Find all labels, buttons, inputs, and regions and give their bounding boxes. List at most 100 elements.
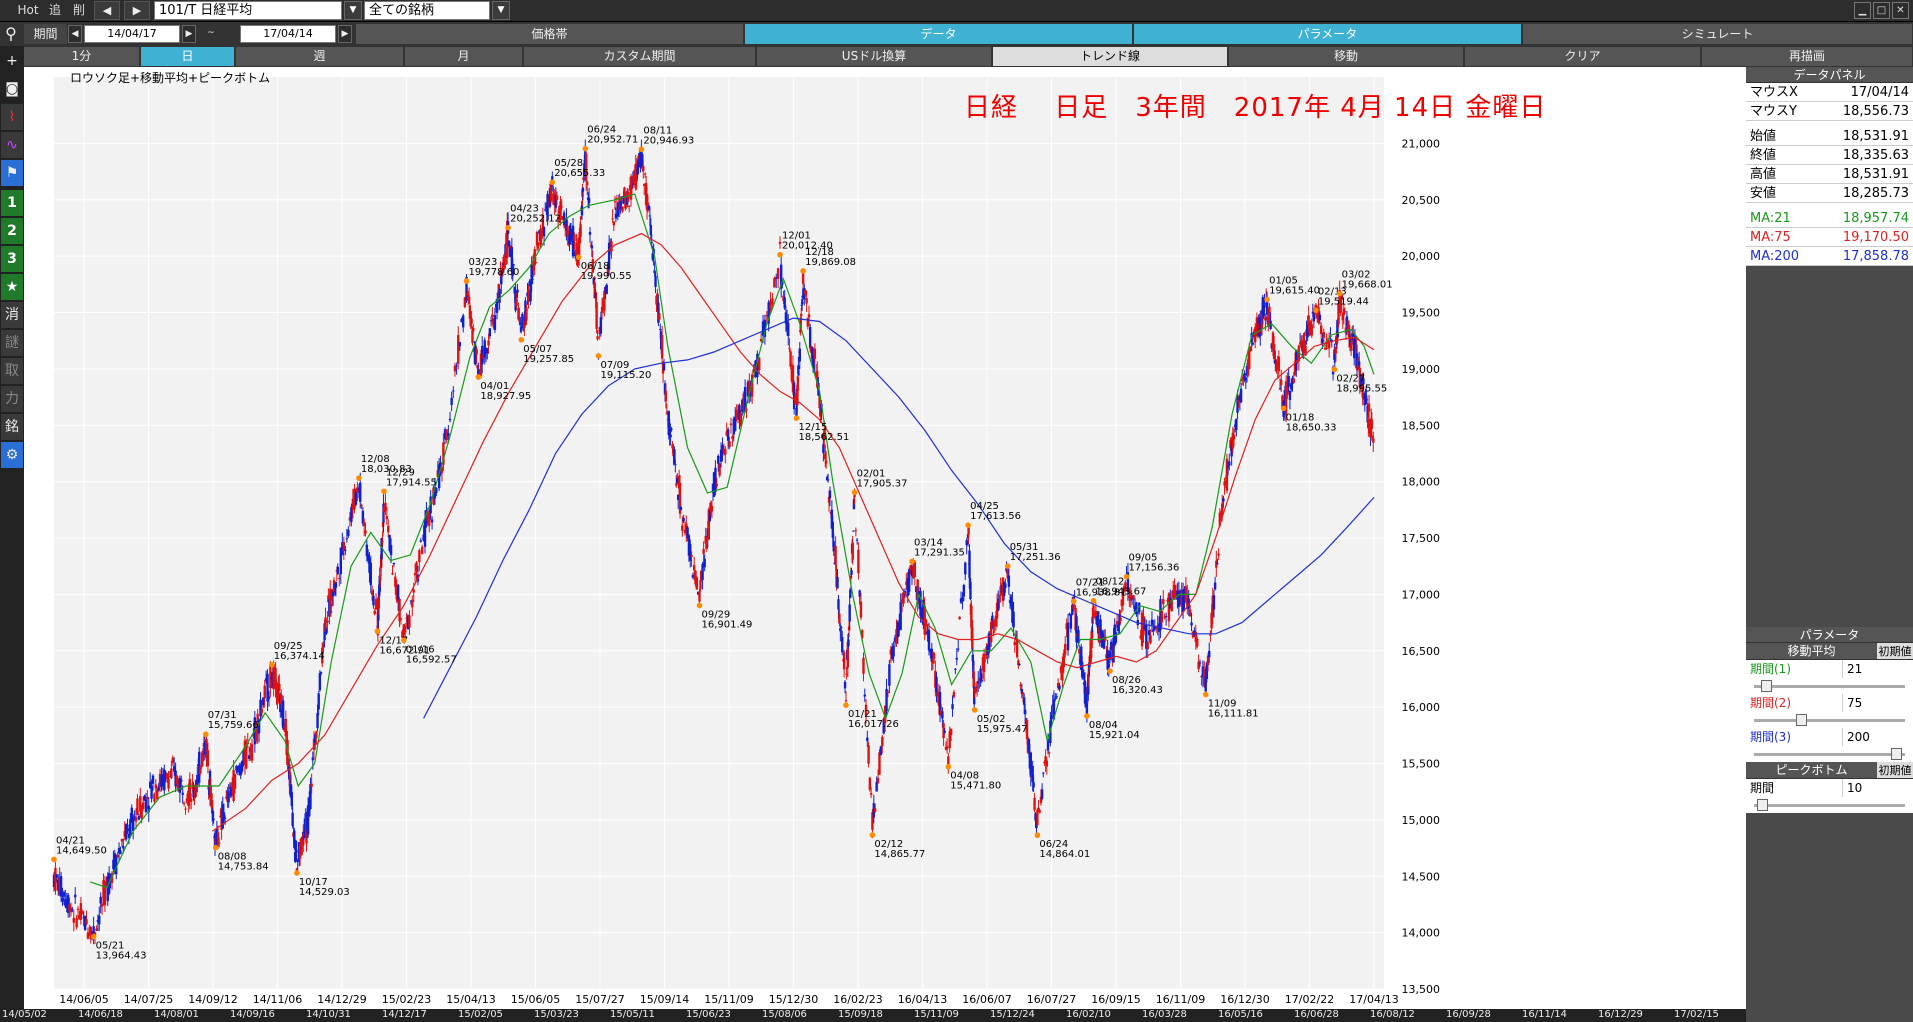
peak-reset-button[interactable]: 初期値 xyxy=(1877,762,1913,778)
tool-button-1[interactable]: 謎 xyxy=(1,330,23,356)
clear-button[interactable]: クリア xyxy=(1465,47,1701,66)
ma-period-slider[interactable] xyxy=(1746,678,1913,694)
delete-button[interactable]: 削 xyxy=(72,3,85,17)
candle-body xyxy=(1293,361,1297,376)
end-next-icon[interactable]: ▶ xyxy=(338,25,352,43)
symbol-field[interactable]: 101/T 日経平均 xyxy=(154,1,342,20)
tab-price-band[interactable]: 価格帯 xyxy=(356,24,744,44)
candle-body xyxy=(1083,680,1087,704)
candle-body xyxy=(1031,765,1034,783)
stock-button[interactable]: 銘 xyxy=(1,414,23,440)
candle-body xyxy=(72,917,75,923)
peak-period-value[interactable]: 10 xyxy=(1842,779,1913,797)
candle-body xyxy=(629,182,633,200)
flag-icon[interactable]: ⚑ xyxy=(1,160,23,186)
line-tool-icon[interactable]: ∿ xyxy=(1,132,23,158)
candle-body xyxy=(193,794,196,796)
gear-icon[interactable]: ⚙ xyxy=(1,442,23,468)
candle-body xyxy=(585,181,589,186)
timeframe-daily[interactable]: 日 xyxy=(141,47,235,66)
price-chart[interactable]: 21,000 20,500 20,000 19,500 19,000 18,500 18,0… xyxy=(24,67,1746,1009)
timeframe-1min[interactable]: 1分 xyxy=(24,47,140,66)
peak-period-slider[interactable] xyxy=(1746,797,1913,813)
trendline-button[interactable]: トレンド線 xyxy=(993,47,1228,66)
tool-button-3[interactable]: 力 xyxy=(1,386,23,412)
x-tick-label: 16/02/23 xyxy=(833,993,882,1006)
search-icon[interactable]: ⚲ xyxy=(5,24,17,43)
start-next-icon[interactable]: ▶ xyxy=(182,25,196,43)
candle-body xyxy=(861,630,864,639)
next-symbol-icon[interactable]: ▶ xyxy=(124,1,150,20)
add-button[interactable]: 追 xyxy=(48,3,61,17)
universe-dropdown-icon[interactable]: ▼ xyxy=(492,1,510,20)
ma-slider-thumb[interactable] xyxy=(1796,714,1807,726)
chart-canvas[interactable]: 21,000 20,500 20,000 19,500 19,000 18,500 18,0… xyxy=(24,67,1746,1009)
ma-line xyxy=(90,193,1375,889)
usd-convert-button[interactable]: USドル換算 xyxy=(757,47,992,66)
prev-symbol-icon[interactable]: ◀ xyxy=(94,1,120,20)
ma-slider-thumb[interactable] xyxy=(1761,680,1772,692)
candle-body xyxy=(1280,379,1283,386)
move-button[interactable]: 移動 xyxy=(1229,47,1464,66)
candle-icon[interactable]: ⌇ xyxy=(1,104,23,130)
peak-date-label: 04/01 xyxy=(480,381,509,392)
timeframe-monthly[interactable]: 月 xyxy=(405,47,523,66)
candle-body xyxy=(858,590,861,597)
star-icon[interactable]: ★ xyxy=(1,274,23,300)
candle-body xyxy=(288,771,292,795)
candle-body xyxy=(839,627,842,632)
candle-body xyxy=(573,234,576,241)
candle-body xyxy=(1362,378,1365,385)
camera-icon[interactable]: ◙ xyxy=(5,81,19,97)
candle-body xyxy=(243,740,247,765)
tool-button-2[interactable]: 取 xyxy=(1,358,23,384)
ma-period-slider[interactable] xyxy=(1746,712,1913,728)
candle-body xyxy=(233,774,237,789)
peak-date-label: 07/21 xyxy=(1076,577,1105,588)
start-date-field[interactable]: 14/04/17 xyxy=(84,25,180,43)
preset-1-button[interactable]: 1 xyxy=(1,190,23,216)
symbol-dropdown-icon[interactable]: ▼ xyxy=(344,1,362,20)
peak-marker xyxy=(1331,366,1338,373)
candle-body xyxy=(776,268,780,279)
start-prev-icon[interactable]: ◀ xyxy=(68,25,82,43)
ma-period-value[interactable]: 200 xyxy=(1842,728,1913,746)
redraw-button[interactable]: 再描画 xyxy=(1702,47,1913,66)
date-axis[interactable]: 14/05/02 14/06/18 14/08/01 14/09/16 14/10/31… xyxy=(0,1009,1913,1022)
universe-field[interactable]: 全ての銘柄 xyxy=(364,1,490,20)
erase-button[interactable]: 消 xyxy=(1,302,23,328)
end-date-field[interactable]: 17/04/14 xyxy=(240,25,336,43)
candle-body xyxy=(467,295,471,297)
ohlc-readout: 始値 18,531.91 終値 18,335.63 高値 18,531.91 安値 18,28… xyxy=(1746,127,1913,203)
preset-3-button[interactable]: 3 xyxy=(1,246,23,272)
close-icon[interactable]: ✕ xyxy=(1892,2,1909,19)
candle-body xyxy=(763,319,767,337)
ma-period-value[interactable]: 21 xyxy=(1842,660,1913,678)
candle-body xyxy=(491,314,494,318)
candle-body xyxy=(788,347,791,349)
tab-parameter[interactable]: パラメータ xyxy=(1134,24,1522,44)
maximize-icon[interactable]: □ xyxy=(1873,2,1890,19)
custom-period-button[interactable]: カスタム期間 xyxy=(524,47,756,66)
candle-body xyxy=(826,479,830,481)
candle-body xyxy=(1295,349,1298,371)
ma-period-value[interactable]: 75 xyxy=(1842,694,1913,712)
minimize-icon[interactable]: ▁ xyxy=(1854,2,1871,19)
candle-body xyxy=(895,629,898,644)
preset-2-button[interactable]: 2 xyxy=(1,218,23,244)
candle-body xyxy=(382,506,386,513)
timeframe-weekly[interactable]: 週 xyxy=(236,47,404,66)
tab-simulate[interactable]: シミュレート xyxy=(1523,24,1913,44)
candle-body xyxy=(935,676,938,693)
crosshair-icon[interactable]: + xyxy=(6,53,18,69)
peak-slider-thumb[interactable] xyxy=(1756,799,1768,811)
candle-body xyxy=(1040,789,1044,799)
hot-button[interactable]: Hot xyxy=(17,3,39,17)
candle-body xyxy=(657,302,660,323)
plot-area[interactable] xyxy=(54,77,1384,989)
ma-reset-button[interactable]: 初期値 xyxy=(1877,643,1913,659)
tab-data[interactable]: データ xyxy=(745,24,1133,44)
ma-period-slider[interactable] xyxy=(1746,746,1913,762)
y-tick-label: 15,000 xyxy=(1402,814,1441,827)
ma-slider-thumb[interactable] xyxy=(1891,748,1903,760)
